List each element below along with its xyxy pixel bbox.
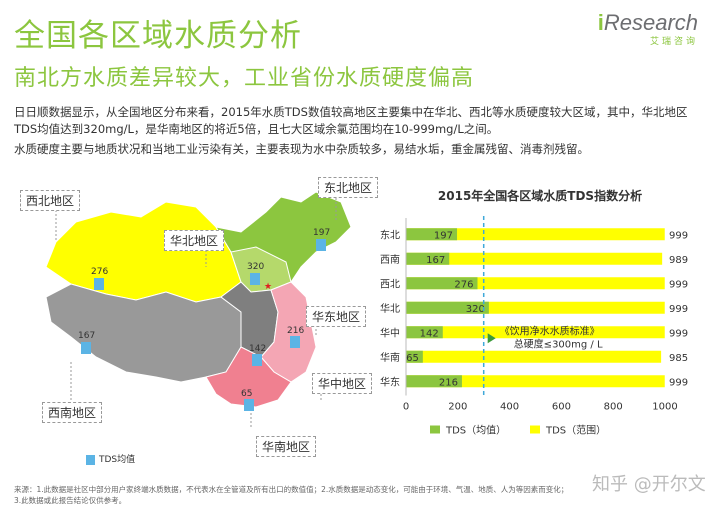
map-legend: TDS均值 — [86, 452, 135, 465]
bar-range-label: 999 — [669, 328, 688, 339]
footer-source: 来源：1.此数据是社区中部分用户家终端水质数据，不代表水在全管道及所有出口的数值… — [14, 485, 569, 505]
bar-mean-label: 167 — [426, 255, 445, 266]
bar-range — [406, 375, 665, 388]
svg-text:320: 320 — [247, 262, 264, 272]
legend-swatch-mean — [430, 425, 440, 434]
svg-text:276: 276 — [91, 267, 108, 277]
region-label-north: 华北地区 — [164, 230, 225, 251]
svg-text:65: 65 — [241, 389, 252, 399]
svg-text:142: 142 — [249, 344, 266, 354]
reference-arrow-icon — [487, 333, 496, 344]
tds-cylinder-icon — [81, 342, 91, 354]
china-region-map: ★ 276 197 320 216 167 142 65 — [45, 182, 352, 427]
map-value-central: 142 — [249, 344, 266, 366]
bar-mean — [406, 277, 478, 290]
svg-text:197: 197 — [313, 228, 330, 238]
bar-mean-label: 197 — [434, 230, 453, 241]
category-label: 华南 — [380, 351, 400, 364]
svg-text:216: 216 — [287, 326, 304, 336]
tds-cylinder-icon — [94, 278, 104, 290]
bar-range — [406, 228, 665, 241]
tds-cylinder-icon — [250, 273, 260, 285]
bar-range-label: 999 — [669, 279, 688, 290]
bar-mean-label: 142 — [420, 328, 439, 339]
bar-mean — [406, 326, 443, 339]
page-title: 全国各区域水质分析 — [14, 18, 302, 54]
tds-cylinder-icon — [252, 354, 262, 366]
bar-mean — [406, 375, 462, 388]
tds-cylinder-icon — [290, 336, 300, 348]
page-subtitle: 南北方水质差异较大，工业省份水质硬度偏高 — [14, 66, 475, 91]
x-tick-label: 0 — [403, 402, 409, 413]
map-value-south: 65 — [241, 389, 254, 411]
region-label-central: 华中地区 — [312, 373, 373, 394]
category-label: 西北 — [380, 278, 400, 290]
x-tick-label: 200 — [448, 402, 467, 413]
bar-range-label: 985 — [669, 353, 688, 364]
bar-range-label: 999 — [669, 230, 688, 241]
bar-mean — [406, 301, 489, 314]
watermark: 知乎 @开尔文 — [592, 474, 706, 495]
tds-cylinder-icon — [244, 399, 254, 411]
region-label-southwest: 西南地区 — [42, 402, 103, 423]
x-tick-label: 1000 — [652, 402, 677, 413]
bar-mean-label: 276 — [454, 279, 473, 290]
bar-range — [406, 326, 665, 339]
chart-title: 2015年全国各区域水质TDS指数分析 — [438, 188, 642, 203]
legend-swatch-range — [530, 425, 540, 434]
bar-mean — [406, 350, 423, 363]
body-paragraph-2: 水质硬度主要与地质状况和当地工业污染有关，主要表现为水中杂质较多，易结水垢，重金… — [14, 142, 589, 156]
map-value-northwest: 276 — [91, 267, 108, 290]
svg-text:167: 167 — [78, 331, 95, 341]
legend-label-mean: TDS（均值） — [445, 424, 506, 437]
reference-label-line2: 总硬度≤300mg / L — [514, 337, 603, 350]
map-value-southwest: 167 — [78, 331, 95, 354]
map-value-northeast: 197 — [313, 228, 330, 251]
x-tick-label: 600 — [552, 402, 571, 413]
bar-mean-label: 320 — [466, 304, 485, 315]
bar-range — [406, 252, 663, 265]
iresearch-logo: iResearch 艾瑞咨询 — [597, 10, 698, 47]
category-label: 华北 — [380, 302, 400, 315]
category-label: 华东 — [380, 375, 400, 388]
x-tick-label: 800 — [604, 402, 623, 413]
reference-label-line1: 《饮用净水水质标准》 — [500, 324, 600, 337]
region-label-northeast: 东北地区 — [318, 177, 379, 198]
category-label: 华中 — [380, 326, 400, 339]
bar-mean — [406, 228, 458, 241]
category-label: 西南 — [380, 253, 400, 266]
x-tick-label: 400 — [500, 402, 519, 413]
capital-star-icon: ★ — [264, 282, 272, 292]
map-value-north: 320 — [247, 262, 264, 285]
tds-cylinder-icon — [86, 454, 95, 465]
region-label-east: 华东地区 — [306, 306, 367, 327]
bar-mean-label: 65 — [406, 353, 419, 364]
bar-range-label: 999 — [669, 304, 688, 315]
bar-range-label: 999 — [669, 377, 688, 388]
legend-label-range: TDS（范围） — [545, 424, 606, 437]
tds-bar-chart: 2015年全国各区域水质TDS指数分析 东北 197 999 西南 167 989 西北 27… — [380, 188, 688, 437]
map-value-east: 216 — [287, 326, 304, 348]
category-label: 东北 — [380, 228, 400, 241]
bar-range-label: 989 — [669, 255, 688, 266]
bar-mean — [406, 252, 450, 265]
bar-mean-label: 216 — [439, 377, 458, 388]
region-label-south: 华南地区 — [256, 436, 317, 457]
region-label-northwest: 西北地区 — [20, 190, 81, 211]
tds-cylinder-icon — [316, 239, 326, 251]
body-paragraph-1: 日日顺数据显示，从全国地区分布来看，2015年水质TDS数值较高地区主要集中在华… — [14, 105, 688, 136]
bar-range — [406, 350, 662, 363]
